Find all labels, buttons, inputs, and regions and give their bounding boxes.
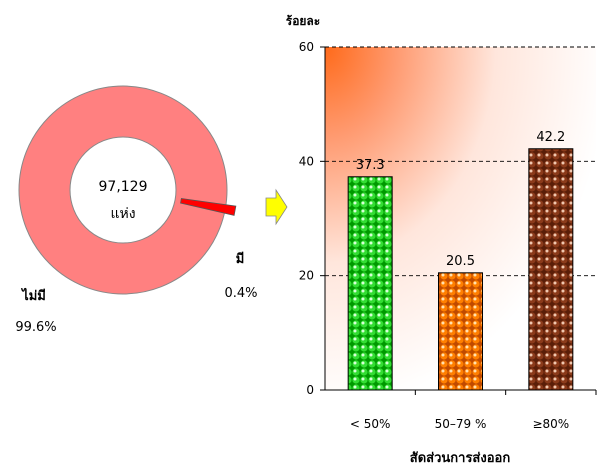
data-label: 42.2 (536, 130, 565, 145)
donut-hole (69, 136, 177, 244)
data-label: 20.5 (446, 254, 475, 269)
x-tick-label: < 50% (350, 417, 391, 431)
bar-chart: 0 20 40 60 ร้อยละ 37.3 < 50% 20.5 50–79 % 42.2 ≥80… (286, 14, 597, 466)
slice-label-none: ไม่มี (20, 287, 46, 304)
y-tick-label: 60 (299, 40, 314, 54)
bar (347, 176, 393, 391)
x-tick-label: ≥80% (532, 417, 569, 431)
bar (528, 148, 574, 391)
bar (438, 272, 483, 391)
y-axis-title: ร้อยละ (286, 14, 320, 28)
data-label: 37.3 (356, 158, 385, 173)
y-tick-label: 40 (299, 154, 314, 168)
donut-chart: 97,129 แห่งมี 0.4% ไม่มี 99.6% (15, 85, 258, 335)
pie-slice-have (180, 198, 237, 216)
slice-value-have: 0.4% (224, 286, 257, 301)
slice-value-none: 99.6% (15, 320, 56, 335)
x-axis-title: สัดส่วนการส่งออก (410, 451, 511, 466)
slice-label-have: มี (236, 251, 245, 267)
donut-center-count: 97,129 (99, 179, 148, 195)
callout-arrow (265, 188, 288, 226)
y-tick-label: 0 (306, 383, 314, 397)
x-tick-label: 50–79 % (435, 417, 487, 431)
y-tick-label: 20 (299, 269, 314, 283)
donut-center-unit: แห่ง (110, 206, 135, 222)
